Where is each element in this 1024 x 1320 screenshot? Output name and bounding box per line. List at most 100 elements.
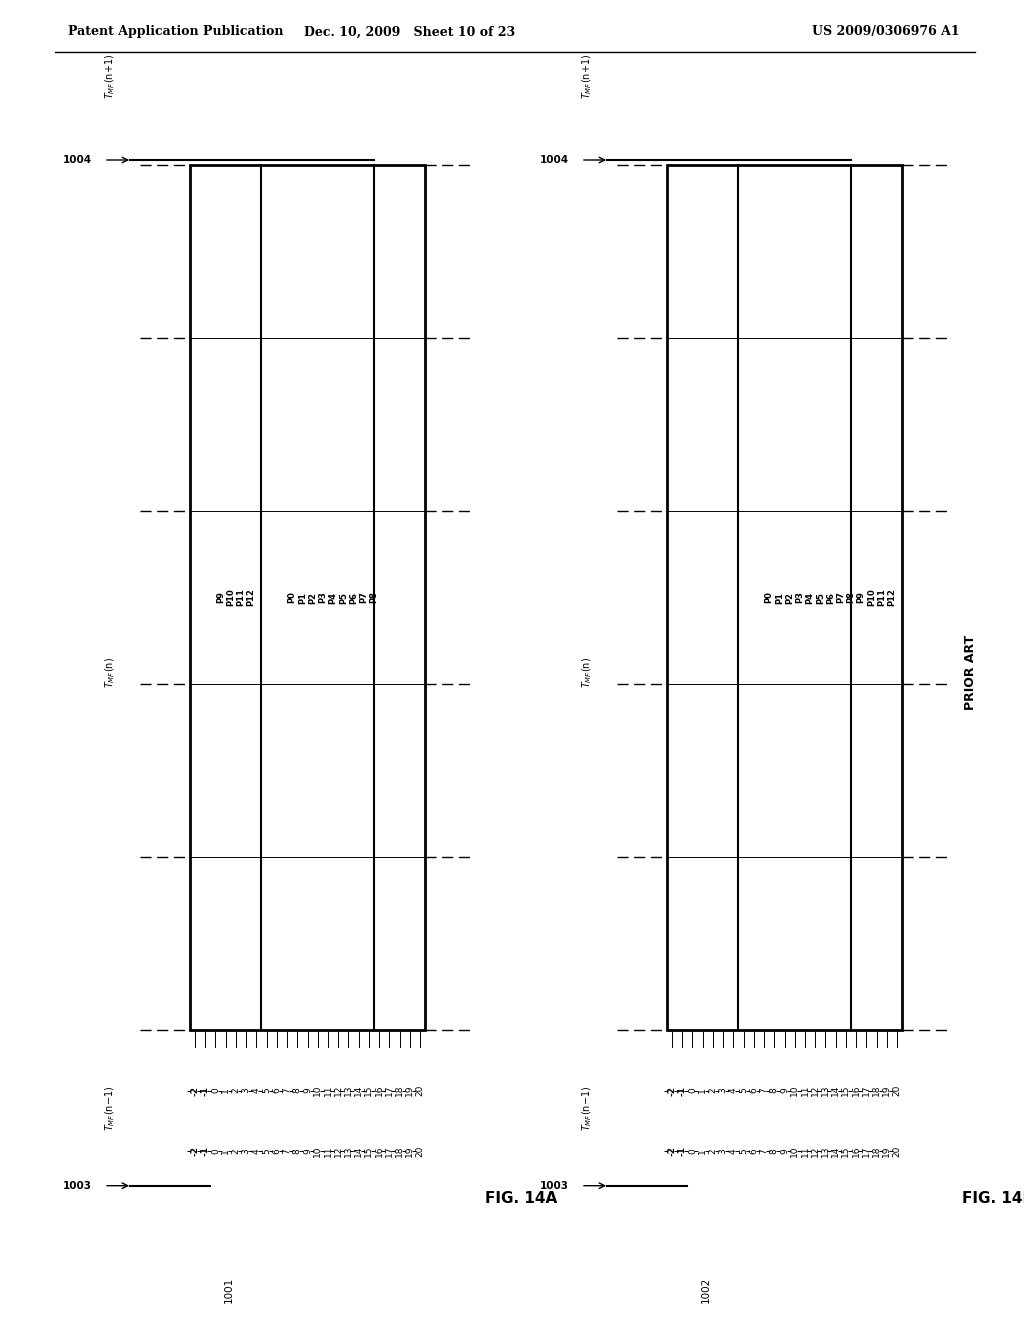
Text: 1001: 1001 <box>224 1276 233 1303</box>
Text: 15: 15 <box>365 1146 374 1156</box>
Text: 4: 4 <box>729 1148 738 1154</box>
Text: $T_{MF}$(n): $T_{MF}$(n) <box>581 657 594 688</box>
Text: 12: 12 <box>334 1146 343 1156</box>
Text: -1: -1 <box>678 1146 687 1156</box>
Text: 6: 6 <box>750 1088 759 1093</box>
Text: 20: 20 <box>893 1085 901 1096</box>
Text: 18: 18 <box>395 1146 404 1156</box>
Text: P8: P8 <box>370 591 379 603</box>
Text: Dec. 10, 2009   Sheet 10 of 23: Dec. 10, 2009 Sheet 10 of 23 <box>304 25 515 38</box>
Text: FIG. 14B: FIG. 14B <box>962 1191 1024 1205</box>
Text: -2: -2 <box>668 1085 677 1096</box>
Text: 10: 10 <box>313 1085 323 1097</box>
Text: 7: 7 <box>283 1148 292 1154</box>
Text: 10: 10 <box>791 1085 799 1097</box>
Text: P3: P3 <box>318 591 328 603</box>
Text: 18: 18 <box>395 1085 404 1097</box>
Text: P1: P1 <box>298 591 307 603</box>
Text: 8: 8 <box>770 1088 779 1093</box>
Text: 17: 17 <box>862 1085 870 1097</box>
Text: 13: 13 <box>344 1085 353 1097</box>
Text: P8: P8 <box>847 591 855 603</box>
Text: 5: 5 <box>262 1148 271 1154</box>
Text: 8: 8 <box>293 1088 302 1093</box>
Text: 20: 20 <box>893 1146 901 1156</box>
Text: P2: P2 <box>308 591 317 603</box>
Text: -1: -1 <box>678 1085 687 1096</box>
Text: 13: 13 <box>344 1146 353 1156</box>
Text: 18: 18 <box>872 1085 881 1097</box>
Text: 13: 13 <box>821 1146 829 1156</box>
Text: $T_{MF}$(n+1): $T_{MF}$(n+1) <box>581 53 594 99</box>
Text: 3: 3 <box>242 1088 251 1093</box>
Text: 9: 9 <box>780 1088 790 1093</box>
Text: 5: 5 <box>739 1088 749 1093</box>
Text: 1003: 1003 <box>63 1180 92 1191</box>
Text: 20: 20 <box>416 1085 425 1096</box>
Text: 4: 4 <box>252 1088 261 1093</box>
Text: 2: 2 <box>709 1148 718 1154</box>
Text: P5: P5 <box>339 591 348 603</box>
Text: 7: 7 <box>760 1148 769 1154</box>
Text: P9: P9 <box>857 591 865 603</box>
Text: 5: 5 <box>262 1088 271 1093</box>
Text: 9: 9 <box>303 1148 312 1154</box>
Text: 19: 19 <box>406 1085 415 1097</box>
Text: Patent Application Publication: Patent Application Publication <box>68 25 284 38</box>
Text: 16: 16 <box>852 1146 860 1156</box>
Text: 12: 12 <box>811 1085 819 1096</box>
Text: 1: 1 <box>698 1088 708 1093</box>
Text: 15: 15 <box>365 1085 374 1097</box>
Text: -2: -2 <box>668 1146 677 1156</box>
Text: 19: 19 <box>883 1085 891 1097</box>
Text: 1004: 1004 <box>540 154 569 165</box>
Text: -2: -2 <box>190 1146 200 1156</box>
Text: -2: -2 <box>190 1085 200 1096</box>
Text: 7: 7 <box>283 1088 292 1093</box>
Text: P4: P4 <box>329 591 338 603</box>
Text: 8: 8 <box>293 1148 302 1154</box>
Text: 3: 3 <box>719 1148 728 1154</box>
Text: 5: 5 <box>739 1148 749 1154</box>
Text: 16: 16 <box>375 1085 384 1097</box>
Text: 10: 10 <box>313 1146 323 1156</box>
Text: 6: 6 <box>272 1148 282 1154</box>
Text: P4: P4 <box>806 591 814 603</box>
Text: 11: 11 <box>324 1085 333 1097</box>
Text: P7: P7 <box>837 591 845 603</box>
Text: 17: 17 <box>385 1085 394 1097</box>
Text: 1002: 1002 <box>700 1276 711 1303</box>
Text: $T_{MF}$(n): $T_{MF}$(n) <box>103 657 117 688</box>
Text: US 2009/0306976 A1: US 2009/0306976 A1 <box>812 25 961 38</box>
Text: 2: 2 <box>231 1148 241 1154</box>
Text: 4: 4 <box>729 1088 738 1093</box>
Text: 17: 17 <box>385 1146 394 1156</box>
Text: 16: 16 <box>852 1085 860 1097</box>
Text: P9: P9 <box>216 591 225 603</box>
Bar <box>189 165 425 1030</box>
Text: 19: 19 <box>406 1146 415 1156</box>
Text: 0: 0 <box>211 1088 220 1093</box>
Text: 1004: 1004 <box>62 154 92 165</box>
Text: $T_{MF}$(n−1): $T_{MF}$(n−1) <box>581 1085 594 1130</box>
Text: P3: P3 <box>796 591 804 603</box>
Text: 11: 11 <box>801 1085 809 1097</box>
Text: 9: 9 <box>303 1088 312 1093</box>
Text: P2: P2 <box>785 591 795 603</box>
Bar <box>667 165 902 1030</box>
Text: P10: P10 <box>867 589 876 606</box>
Text: 11: 11 <box>324 1146 333 1156</box>
Text: 1: 1 <box>221 1088 230 1093</box>
Text: P1: P1 <box>775 591 784 603</box>
Text: 14: 14 <box>354 1085 364 1096</box>
Text: P0: P0 <box>765 591 774 603</box>
Text: 14: 14 <box>354 1146 364 1156</box>
Text: 1: 1 <box>221 1148 230 1154</box>
Text: 12: 12 <box>334 1085 343 1096</box>
Text: 10: 10 <box>791 1146 799 1156</box>
Text: 20: 20 <box>416 1146 425 1156</box>
Text: 6: 6 <box>750 1148 759 1154</box>
Text: 4: 4 <box>252 1148 261 1154</box>
Text: P7: P7 <box>359 591 369 603</box>
Text: 2: 2 <box>709 1088 718 1093</box>
